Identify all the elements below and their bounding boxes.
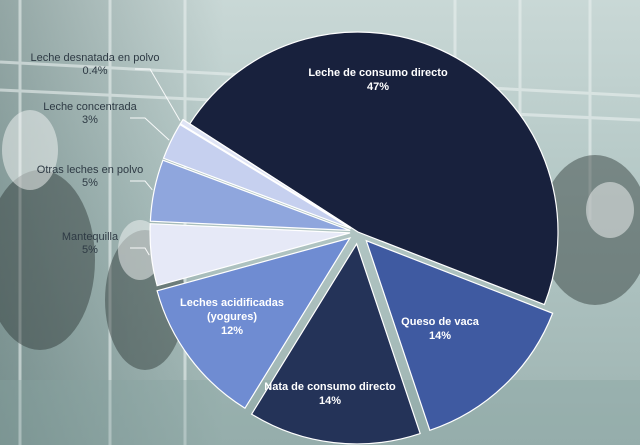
pie-slice-leches-acidificadas-yogures (156, 237, 352, 410)
slice-label-otras-leches-en-polvo: Otras leches en polvo 5% (37, 164, 143, 189)
pie-slices (149, 31, 559, 445)
pie-slice-queso-de-vaca (365, 239, 554, 432)
slice-value-leche-concentrada: 3% (82, 114, 98, 126)
slice-label-mantequilla: Mantequilla 5% (62, 231, 119, 256)
slice-label-leches-acidificadas-yogures: Leches acidificadas (yogures) 12% (180, 297, 284, 337)
slice-label-queso-de-vaca: Queso de vaca 14% (401, 316, 480, 342)
slice-value-nata-de-consumo-directo: 14% (319, 395, 341, 407)
pie-slice-leche-de-consumo-directo (188, 31, 559, 306)
slice-labels: Leche de consumo directo 47% Queso de vaca… (30, 52, 479, 407)
pie-slice-leche-desnatada-en-polvo (179, 118, 352, 229)
leader-line-leche-desnatada-en-polvo (135, 68, 181, 121)
leader-line-otras-leches-en-polvo (130, 180, 153, 191)
leader-line-mantequilla (130, 247, 150, 256)
pie-slice-otras-leches-en-polvo (149, 159, 351, 231)
slice-value-leche-desnatada-en-polvo: 0.4% (82, 65, 107, 77)
leader-lines (130, 68, 181, 256)
slice-label-leche-concentrada: Leche concentrada 3% (43, 101, 137, 126)
slice-value-mantequilla: 5% (82, 244, 98, 256)
slice-label-leche-de-consumo-directo: Leche de consumo directo 47% (308, 67, 448, 93)
leader-line-leche-concentrada (130, 117, 170, 141)
slice-value-queso-de-vaca: 14% (429, 330, 451, 342)
slice-value-otras-leches-en-polvo: 5% (82, 177, 98, 189)
pie-slice-mantequilla (149, 223, 351, 287)
slice-value-leches-acidificadas-yogures: 12% (221, 325, 243, 337)
slice-label-leche-desnatada-en-polvo: Leche desnatada en polvo 0.4% (30, 52, 159, 77)
slice-value-leche-de-consumo-directo: 47% (367, 81, 389, 93)
pie-slice-nata-de-consumo-directo (250, 242, 421, 445)
pie-slice-leche-concentrada (162, 123, 352, 230)
slice-label-nata-de-consumo-directo: Nata de consumo directo 14% (264, 381, 396, 407)
